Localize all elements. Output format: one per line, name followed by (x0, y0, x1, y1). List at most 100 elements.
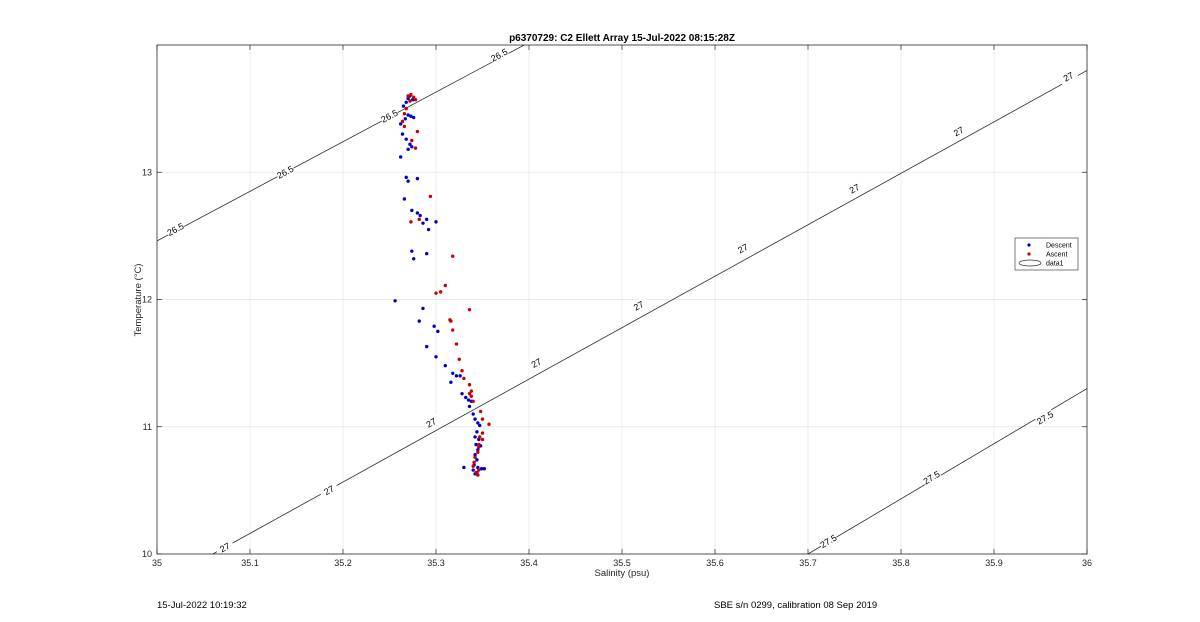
ascent-point (477, 445, 481, 449)
descent-point (432, 324, 436, 328)
ascent-point (413, 98, 418, 102)
descent-point (421, 306, 425, 311)
ascent-point (480, 431, 485, 435)
ascent-point (417, 217, 421, 222)
y-tick-label: 11 (143, 422, 152, 432)
contour-label-background (948, 122, 970, 141)
descent-point (473, 417, 477, 421)
ascent-point (487, 422, 491, 426)
legend-ascent-label: Ascent (1046, 252, 1067, 259)
data-points (393, 92, 491, 477)
ascent-point (434, 291, 438, 295)
descent-point (421, 221, 425, 225)
descent-point (410, 208, 414, 213)
contour-label: 27 (736, 242, 750, 256)
contour-line-26-5 (157, 45, 526, 242)
x-tick-label: 35.7 (799, 558, 817, 568)
legend: Descent Ascent data1 (1014, 237, 1079, 271)
descent-point (415, 176, 420, 181)
descent-point (460, 391, 464, 396)
descent-point (411, 115, 416, 120)
x-tick-label: 35.6 (706, 558, 724, 568)
descent-point (400, 132, 405, 136)
descent-point (473, 453, 477, 457)
ascent-point (415, 129, 420, 134)
x-tick-label: 35.8 (892, 558, 910, 568)
descent-point (401, 104, 406, 108)
descent-point (426, 227, 431, 232)
contour-label: 27 (848, 182, 862, 196)
ascent-point (438, 290, 443, 294)
descent-point (467, 404, 472, 409)
ascent-point (460, 369, 464, 373)
descent-point (398, 155, 403, 159)
chart-title: p6370729: C2 Ellett Array 15-Jul-2022 08… (509, 33, 735, 44)
y-axis-label: Temperature (°C) (133, 264, 144, 337)
ascent-point (478, 435, 482, 439)
descent-point (408, 142, 412, 146)
ascent-point (410, 138, 414, 143)
ascent-point (402, 112, 407, 116)
contour-label-background (921, 468, 943, 487)
legend-descent-label: Descent (1046, 243, 1072, 250)
ascent-point (400, 119, 405, 124)
descent-point (404, 137, 408, 141)
ascent-point (471, 399, 475, 403)
ascent-point (404, 106, 408, 111)
descent-point (417, 319, 421, 323)
legend-data1-marker (1018, 259, 1042, 267)
contour-label: 27 (530, 356, 544, 370)
contour-label-background (732, 239, 754, 258)
descent-point (466, 398, 471, 402)
contour-label-background (525, 353, 547, 373)
descent-point (402, 197, 407, 201)
ascent-point (462, 376, 466, 381)
descent-point (462, 465, 466, 470)
ascent-point (467, 391, 472, 396)
contour-label-background (378, 107, 401, 126)
x-axis-label: Salinity (psu) (595, 568, 650, 579)
y-tick-label: 13 (142, 167, 152, 177)
descent-point (434, 355, 438, 359)
contour-label-background (420, 413, 442, 433)
ascent-point (478, 409, 483, 414)
y-tick-label: 10 (142, 549, 152, 559)
descent-point (406, 96, 410, 101)
descent-point (404, 175, 408, 180)
ascent-point (451, 328, 455, 332)
footer-calibration: SBE s/n 0299, calibration 08 Sep 2019 (714, 600, 877, 611)
ascent-point (411, 95, 416, 99)
descent-point (471, 468, 475, 472)
descent-point (474, 442, 478, 447)
legend-box (1014, 237, 1079, 271)
descent-point (476, 421, 480, 425)
descent-point (406, 113, 410, 117)
ascent-point (471, 464, 475, 468)
x-tick-label: 35.5 (613, 558, 631, 568)
ascent-point (480, 437, 485, 442)
ascent-point (473, 455, 477, 459)
ascent-point (480, 417, 485, 421)
axis-ticks: 35 35.1 35.2 35.3 35.4 35.5 35.6 35.7 35.8 35.9 36… (142, 45, 1092, 568)
x-tick-label: 35 (152, 558, 162, 568)
descent-point (410, 249, 414, 253)
descent-point (403, 117, 408, 121)
contour-label-background (1057, 67, 1079, 86)
contour-label: 27 (952, 125, 966, 139)
descent-point (415, 211, 420, 215)
descent-point (425, 251, 429, 256)
contour-label-background (628, 296, 650, 316)
ascent-point (443, 283, 447, 288)
descent-point (454, 374, 459, 378)
contour-label-background (843, 179, 866, 198)
descent-point (458, 374, 462, 378)
descent-point (443, 363, 447, 368)
ascent-point (454, 342, 459, 346)
grid-lines (157, 45, 1087, 554)
contour-label-background (488, 46, 510, 65)
descent-point (449, 380, 453, 384)
descent-point (411, 257, 416, 261)
legend-ascent-marker (1027, 252, 1031, 256)
ascent-point (477, 468, 481, 472)
ascent-point (474, 470, 478, 475)
